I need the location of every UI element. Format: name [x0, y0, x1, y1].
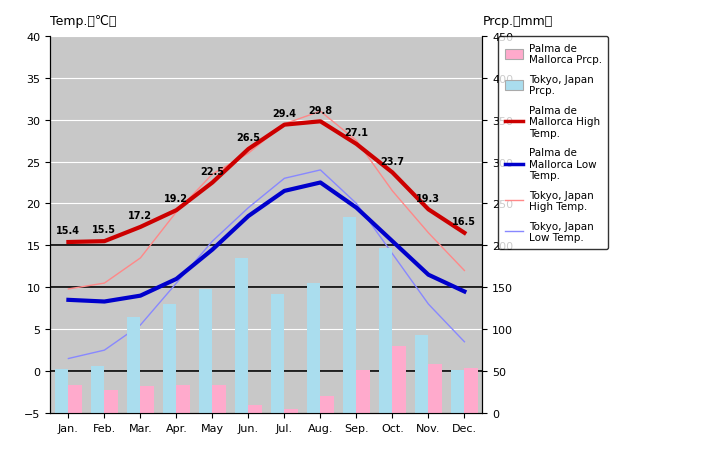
Bar — [199, 289, 212, 413]
Bar — [271, 294, 284, 413]
Bar — [140, 386, 154, 413]
Bar — [163, 304, 176, 413]
Text: 29.4: 29.4 — [272, 109, 297, 119]
Text: 22.5: 22.5 — [200, 167, 225, 176]
Bar — [415, 336, 428, 413]
Bar — [320, 397, 334, 413]
Text: 29.8: 29.8 — [308, 106, 333, 115]
Bar — [428, 364, 442, 413]
Text: 19.2: 19.2 — [164, 194, 189, 204]
Text: 15.5: 15.5 — [92, 225, 117, 235]
Bar — [307, 284, 320, 413]
Bar — [104, 391, 118, 413]
Bar — [284, 409, 298, 413]
Legend: Palma de
Mallorca Prcp., Tokyo, Japan
Prcp., Palma de
Mallorca High
Temp., Palma: Palma de Mallorca Prcp., Tokyo, Japan Pr… — [498, 37, 608, 249]
Bar — [127, 317, 140, 413]
Text: 17.2: 17.2 — [128, 211, 153, 221]
Bar — [91, 366, 104, 413]
Bar — [212, 385, 226, 413]
Bar — [451, 370, 464, 413]
Text: 16.5: 16.5 — [452, 217, 477, 227]
Bar — [248, 405, 262, 413]
Bar — [392, 346, 406, 413]
Bar — [176, 385, 190, 413]
Text: 23.7: 23.7 — [380, 157, 405, 166]
Bar — [464, 368, 478, 413]
Bar — [356, 370, 370, 413]
Text: Prcp.（mm）: Prcp.（mm） — [482, 15, 553, 28]
Text: 26.5: 26.5 — [236, 133, 261, 143]
Bar — [379, 248, 392, 413]
Bar — [235, 258, 248, 413]
Bar — [343, 218, 356, 413]
Text: 15.4: 15.4 — [56, 226, 81, 236]
Text: 27.1: 27.1 — [344, 128, 369, 138]
Text: Temp.（℃）: Temp.（℃） — [50, 15, 117, 28]
Bar — [55, 369, 68, 413]
Text: 19.3: 19.3 — [416, 193, 441, 203]
Bar — [68, 386, 82, 413]
